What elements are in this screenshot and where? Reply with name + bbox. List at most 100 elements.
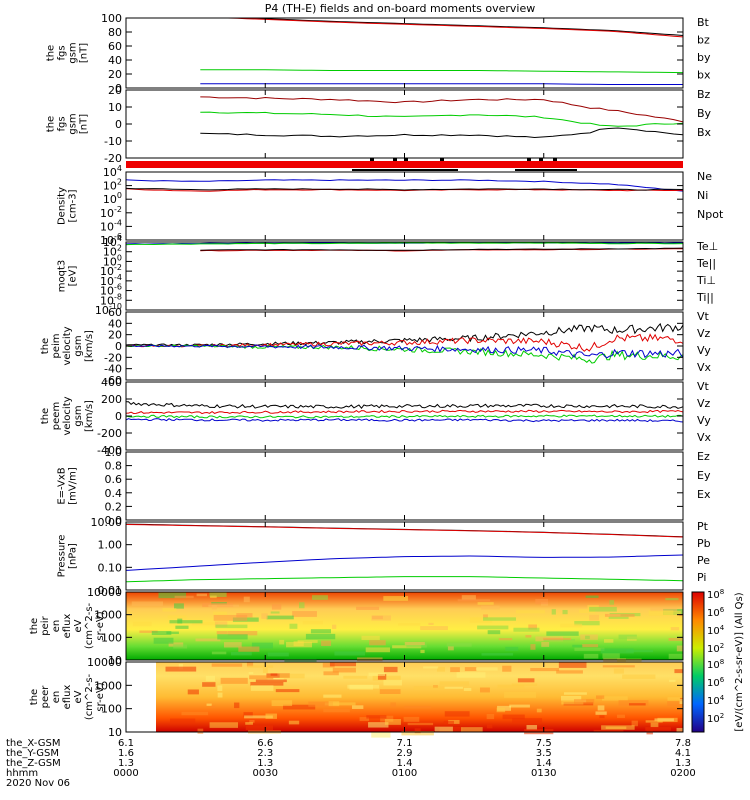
- ylabel-line: (cm^2-s-: [84, 673, 95, 720]
- spectrogram-texture: [609, 600, 615, 605]
- ylabel-line: [km/s]: [84, 400, 95, 432]
- spectrogram-texture: [403, 716, 420, 722]
- spectrogram-texture: [266, 615, 294, 620]
- spectrogram-texture: [604, 639, 614, 643]
- ytick-label: -10: [104, 135, 122, 148]
- ytick-label: 100: [101, 12, 122, 25]
- legend-by: by: [697, 51, 711, 64]
- ytick-label: 10000: [87, 586, 122, 599]
- spectrogram-texture: [650, 607, 678, 612]
- panel-frame: [125, 241, 684, 311]
- spectrogram-texture: [585, 595, 599, 598]
- spectrogram-texture: [343, 675, 368, 679]
- spectrogram-texture: [574, 621, 600, 626]
- spectrogram-texture: [535, 598, 549, 605]
- spectrogram-texture: [593, 729, 624, 733]
- flag-mark-1: [393, 158, 397, 161]
- spectrogram-texture: [271, 700, 293, 707]
- spectrogram-texture: [645, 720, 663, 723]
- ylabel-line: gsm: [68, 113, 79, 134]
- ylabel-line: peir: [40, 615, 51, 635]
- spectrogram-texture: [210, 595, 217, 599]
- spectrogram-texture: [446, 642, 472, 647]
- flag-black-segment-2: [515, 169, 577, 171]
- legend-pt: Pt: [697, 520, 709, 533]
- spectrogram-texture: [250, 681, 284, 686]
- spectrogram-texture: [595, 711, 607, 715]
- spectrogram-texture: [178, 663, 183, 670]
- spectrogram-texture: [589, 606, 617, 612]
- spectrogram-texture: [546, 631, 579, 636]
- ytick-label: 0: [115, 82, 122, 95]
- xaxis-value: 1.6: [118, 748, 134, 759]
- spectrogram-texture: [371, 731, 391, 738]
- spectrogram-texture: [217, 692, 223, 698]
- colorbar-tick: 102: [707, 712, 724, 725]
- spectrogram-texture: [191, 622, 218, 626]
- legend-ez: Ez: [697, 450, 710, 463]
- legend-te: Te||: [696, 257, 716, 270]
- xaxis-date: 2020 Nov 06: [6, 778, 70, 789]
- spectrogram-texture: [668, 637, 683, 641]
- ylabel-line: Density: [57, 187, 68, 225]
- spectrogram-texture: [563, 692, 587, 695]
- panel-6: 400 200 0 -200 -400 the peem velocity gsm [km/s] V…: [40, 376, 712, 457]
- ylabel-line: (cm^2-s-: [84, 602, 95, 649]
- spectrogram-texture: [648, 610, 674, 616]
- spectrogram-texture: [541, 641, 550, 647]
- panel-7: 1.00.80.60.40.20.0 E=-VxB [mV/m] Ez Ey Ex: [57, 446, 711, 527]
- spectrogram-texture: [602, 696, 628, 701]
- spectrogram-texture: [321, 640, 332, 646]
- ylabel-line: [nT]: [79, 114, 90, 134]
- xaxis-value: 7.1: [397, 738, 413, 749]
- series-by-line: [200, 111, 684, 127]
- quality-flag-bar: [126, 161, 683, 168]
- spectrogram-texture: [676, 645, 683, 652]
- series-bx-line: [200, 83, 683, 85]
- spectrogram-texture: [379, 689, 401, 694]
- series-te||-line: [200, 247, 684, 251]
- spectrogram-texture: [279, 673, 305, 679]
- ylabel-line: gsm: [73, 405, 84, 426]
- spectrogram-texture: [302, 620, 323, 625]
- flag-mark-5: [539, 158, 543, 161]
- spectrogram-texture: [618, 634, 637, 640]
- spectrogram-fill: [156, 662, 683, 732]
- spectrogram-texture: [187, 689, 199, 695]
- spectrogram-texture: [368, 672, 386, 676]
- series-vy-line: [125, 414, 684, 419]
- xaxis-value: 0000: [113, 768, 138, 779]
- ylabel-line: [mV/m]: [68, 467, 79, 505]
- spectrogram-texture: [585, 635, 590, 640]
- spectrogram-texture: [423, 666, 439, 669]
- ytick-label: 40: [108, 54, 122, 67]
- spectrogram-texture: [469, 617, 493, 623]
- ylabel-line: the: [29, 618, 40, 634]
- spectrogram-texture: [646, 730, 653, 735]
- spectrogram-texture: [420, 649, 425, 654]
- series-bz-line: [200, 17, 684, 38]
- xaxis-value: 2.9: [397, 748, 413, 759]
- series-vt-line: [126, 401, 684, 410]
- ytick-label: 0: [115, 118, 122, 131]
- spectrogram-texture: [574, 647, 605, 651]
- ylabel-line: gsm: [73, 335, 84, 356]
- spectrogram-texture: [265, 713, 277, 719]
- spectrogram-texture: [211, 605, 217, 610]
- spectrogram-texture: [261, 613, 268, 619]
- spectrogram-texture: [132, 621, 152, 627]
- spectrogram-texture: [247, 665, 274, 668]
- spectrogram-texture: [243, 712, 253, 718]
- spectrogram-texture: [504, 691, 536, 698]
- ylabel-line: the: [40, 338, 51, 354]
- spectrogram-texture: [502, 714, 525, 720]
- legend-te: Te⊥: [696, 240, 718, 253]
- series-by-line: [200, 69, 684, 74]
- spectrogram-texture: [461, 727, 483, 733]
- spectrogram-texture: [209, 592, 227, 597]
- spectrogram-texture: [255, 679, 287, 683]
- spectrogram-texture: [279, 639, 285, 645]
- spectrogram-texture: [607, 614, 621, 617]
